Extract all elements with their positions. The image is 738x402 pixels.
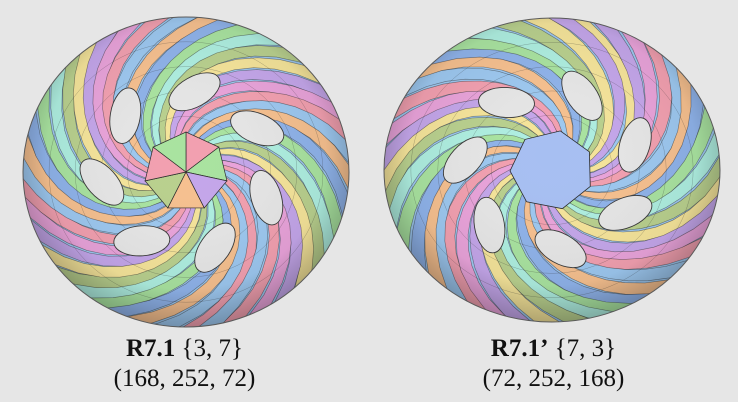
- figure-r7-1-dual: R7.1’ {7, 3} (72, 252, 168): [369, 0, 738, 392]
- torus-render-r7-1: [22, 16, 350, 328]
- element-counts: (72, 252, 168): [482, 365, 625, 392]
- figure-name: R7.1: [125, 335, 176, 362]
- torus-outline: [383, 17, 721, 323]
- figure-r7-1: R7.1 {3, 7} (168, 252, 72): [0, 0, 369, 392]
- schlafli-symbol: {7, 3}: [554, 335, 617, 362]
- torus-render-r7-1-dual: [383, 17, 721, 323]
- caption-r7-1: R7.1 {3, 7} (168, 252, 72): [0, 334, 369, 394]
- torus-outline: [22, 16, 350, 328]
- figure-name: R7.1’: [490, 335, 549, 362]
- caption-r7-1-dual: R7.1’ {7, 3} (72, 252, 168): [369, 334, 738, 394]
- torus-surface: [384, 18, 720, 322]
- schlafli-symbol: {3, 7}: [181, 335, 244, 362]
- element-counts: (168, 252, 72): [113, 365, 256, 392]
- torus-surface: [23, 17, 349, 327]
